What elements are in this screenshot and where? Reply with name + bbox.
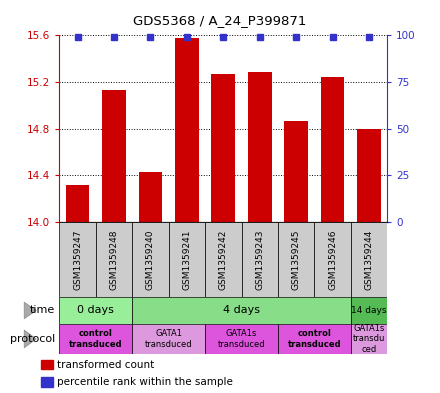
Text: GSM1359244: GSM1359244 [364,229,374,290]
Text: GSM1359248: GSM1359248 [110,229,118,290]
Bar [357,129,381,222]
Text: 14 days: 14 days [351,306,387,315]
Text: transformed count: transformed count [57,360,154,370]
Text: GSM1359242: GSM1359242 [219,229,228,290]
Bar [132,222,169,297]
Text: GDS5368 / A_24_P399871: GDS5368 / A_24_P399871 [133,14,307,27]
Bar [59,324,132,354]
Text: GATA1s
transdu
ced: GATA1s transdu ced [353,324,385,354]
Bar [242,222,278,297]
Bar [351,324,387,354]
Bar [132,297,351,324]
Bar [278,324,351,354]
Bar [41,377,53,387]
Polygon shape [24,330,37,348]
Bar [169,222,205,297]
Bar [278,222,314,297]
Text: 0 days: 0 days [77,305,114,316]
Bar [102,90,126,222]
Text: GSM1359240: GSM1359240 [146,229,155,290]
Bar [284,121,308,222]
Polygon shape [24,302,37,319]
Text: protocol: protocol [10,334,55,344]
Bar [205,222,242,297]
Bar [205,324,278,354]
Bar [66,185,89,222]
Bar [351,222,387,297]
Text: GSM1359246: GSM1359246 [328,229,337,290]
Text: GATA1
transduced: GATA1 transduced [145,329,192,349]
Bar [59,222,96,297]
Bar [314,222,351,297]
Bar [96,222,132,297]
Text: 4 days: 4 days [223,305,260,316]
Bar [139,172,162,222]
Text: GSM1359241: GSM1359241 [182,229,191,290]
Text: control
transduced: control transduced [288,329,341,349]
Bar [132,324,205,354]
Bar [248,72,271,222]
Text: percentile rank within the sample: percentile rank within the sample [57,377,232,387]
Text: GSM1359243: GSM1359243 [255,229,264,290]
Bar [175,38,199,222]
Bar [351,297,387,324]
Bar [212,74,235,222]
Bar [59,297,132,324]
Text: GSM1359247: GSM1359247 [73,229,82,290]
Bar [321,77,345,222]
Text: control
transduced: control transduced [69,329,123,349]
Text: GSM1359245: GSM1359245 [292,229,301,290]
Text: GATA1s
transduced: GATA1s transduced [218,329,265,349]
Bar [41,360,53,369]
Text: time: time [30,305,55,316]
